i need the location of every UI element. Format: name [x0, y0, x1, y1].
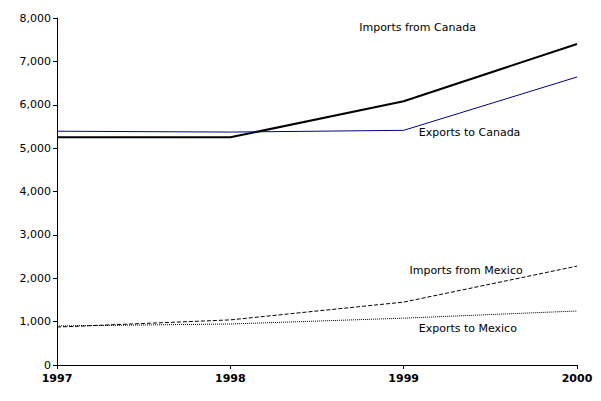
svg-text:0: 0	[44, 359, 51, 372]
svg-text:Exports to Canada: Exports to Canada	[419, 126, 521, 139]
svg-text:8,000: 8,000	[20, 12, 52, 25]
svg-text:4,000: 4,000	[20, 185, 52, 198]
svg-text:2000: 2000	[562, 372, 593, 385]
svg-text:Exports to Mexico: Exports to Mexico	[419, 322, 517, 335]
svg-text:3,000: 3,000	[20, 228, 52, 241]
svg-text:6,000: 6,000	[20, 98, 52, 111]
svg-text:5,000: 5,000	[20, 142, 52, 155]
svg-text:1,000: 1,000	[20, 315, 52, 328]
svg-text:Imports from Canada: Imports from Canada	[359, 21, 476, 34]
svg-text:2,000: 2,000	[20, 272, 52, 285]
svg-text:1998: 1998	[215, 372, 246, 385]
svg-text:1997: 1997	[42, 372, 73, 385]
svg-text:7,000: 7,000	[20, 55, 52, 68]
svg-text:1999: 1999	[388, 372, 419, 385]
svg-text:Imports from Mexico: Imports from Mexico	[409, 264, 523, 277]
